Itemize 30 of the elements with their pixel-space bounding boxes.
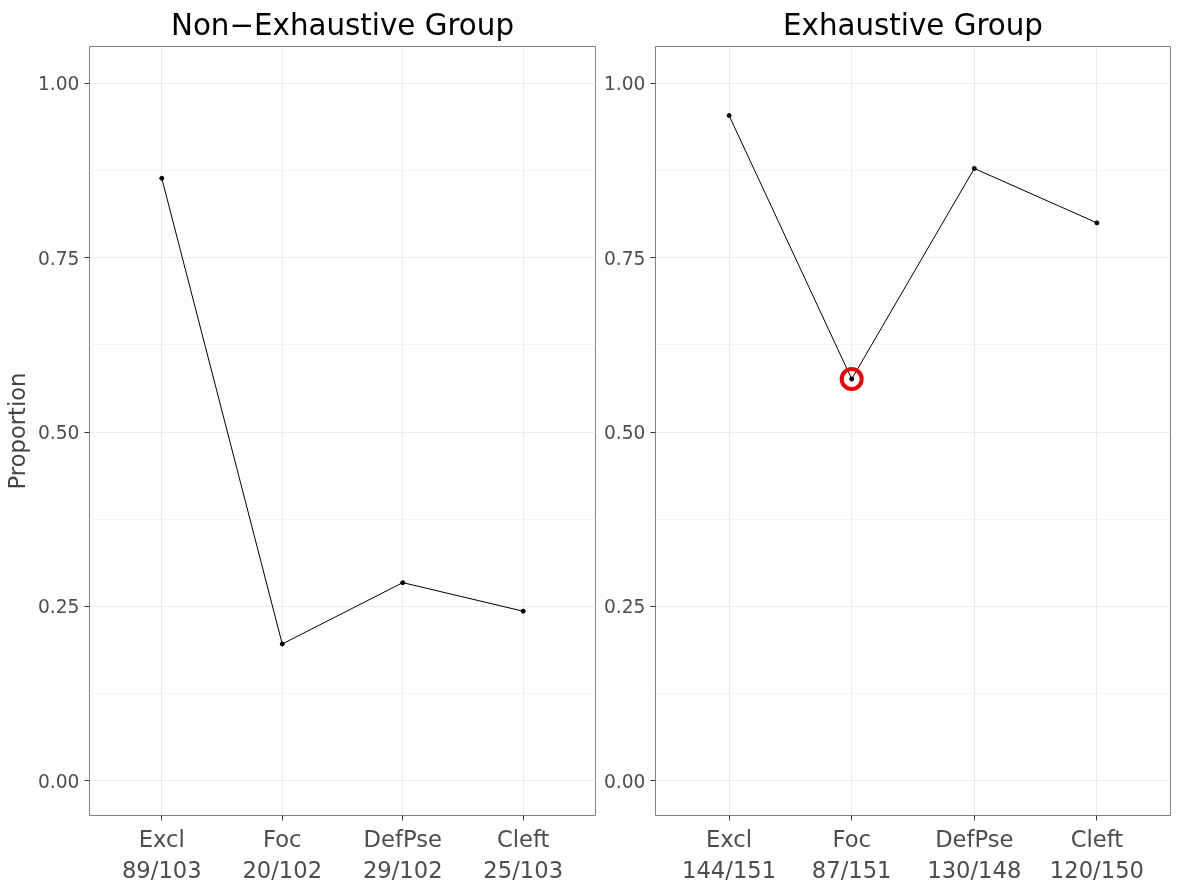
x-tick-label: Cleft 120/150 — [1049, 825, 1144, 883]
y-tick-label: 1.00 — [37, 73, 80, 95]
y-tick-label: 0.50 — [603, 422, 646, 444]
chart-title: Non−Exhaustive Group — [170, 7, 515, 42]
point — [726, 113, 732, 119]
x-tick-label: Foc 87/151 — [811, 825, 892, 883]
y-tick-label: 1.00 — [603, 73, 646, 95]
point — [159, 175, 165, 181]
y-tick-label: 0.25 — [37, 596, 80, 618]
x-tick-label: Foc 20/102 — [242, 825, 323, 883]
point — [520, 608, 526, 614]
point — [279, 641, 285, 647]
y-tick-label: 0.00 — [603, 770, 646, 792]
x-tick-label: DefPse 130/148 — [927, 825, 1022, 883]
y-tick-label: 0.75 — [603, 247, 646, 269]
x-tick-label: DefPse 29/102 — [362, 825, 443, 883]
chart-title: Exhaustive Group — [783, 7, 1043, 42]
point — [849, 376, 855, 382]
point — [971, 166, 977, 171]
y-tick-label: 0.75 — [37, 247, 80, 269]
y-tick-label: 0.25 — [603, 596, 646, 618]
point — [400, 580, 406, 586]
point — [839, 367, 864, 392]
point — [1094, 220, 1100, 226]
x-tick-label: Excl 89/103 — [121, 825, 202, 883]
y-tick-label: 0.50 — [37, 422, 80, 444]
y-axis-title: Proportion — [3, 372, 30, 490]
y-tick-label: 0.00 — [37, 770, 80, 792]
x-tick-label: Cleft 25/103 — [483, 825, 564, 883]
x-tick-label: Excl 144/151 — [682, 825, 777, 883]
